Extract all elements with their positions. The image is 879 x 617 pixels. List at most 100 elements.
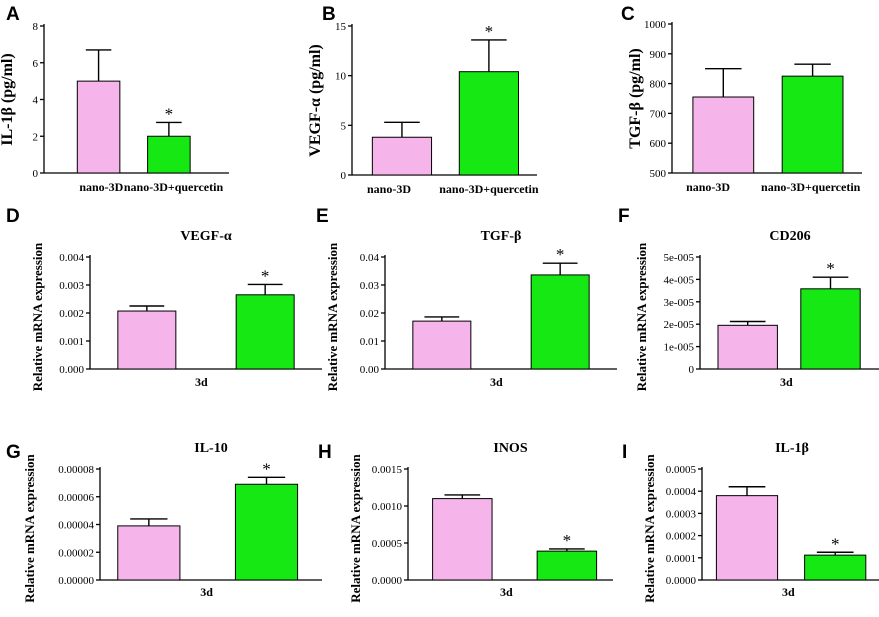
x-category-label: nano-3D xyxy=(686,180,730,194)
y-tick-label: 3e-005 xyxy=(663,297,694,309)
y-tick-label: 0.0000 xyxy=(372,575,403,587)
y-tick-label: 0.0002 xyxy=(666,531,696,543)
panel-letter: B xyxy=(322,4,336,25)
x-category-label: nano-3D xyxy=(79,180,123,194)
x-axis-label: 3d xyxy=(780,375,793,389)
y-axis-label: Relative mRNA expression xyxy=(348,453,363,602)
panel-d: D VEGF-α Relative mRNA expression 0.000 0.00… xyxy=(6,206,322,391)
bar-nano-3d xyxy=(371,136,433,176)
y-tick-label: 500 xyxy=(650,168,667,180)
y-tick-label: 0.00 xyxy=(360,364,380,376)
bar-nano-3d-quercetin xyxy=(147,135,191,174)
y-tick-label: 0 xyxy=(341,170,347,182)
x-category-label: nano-3D+quercetin xyxy=(439,182,539,196)
y-tick-label: 2e-005 xyxy=(663,319,694,331)
y-tick-label: 0.00002 xyxy=(58,547,94,559)
y-tick-label: 0.003 xyxy=(59,280,84,292)
y-tick-label: 6 xyxy=(33,58,39,70)
bar-nano-3d-quercetin xyxy=(235,294,295,370)
y-tick-label: 8 xyxy=(33,21,39,33)
x-axis-label: 3d xyxy=(200,585,213,599)
significance-star: * xyxy=(261,266,270,285)
y-tick-label: 0.002 xyxy=(59,308,84,320)
y-tick-label: 700 xyxy=(650,108,667,120)
panel-letter: H xyxy=(318,442,332,463)
significance-star: * xyxy=(485,22,494,41)
y-tick-label: 0.0005 xyxy=(666,464,697,476)
bar-nano-3d-quercetin xyxy=(234,483,299,581)
y-axis-label: Relative mRNA expression xyxy=(30,242,45,391)
panel-c: C TGF-β (pg/ml) 500 600 700 800 900 1000 nano-3D… xyxy=(621,4,862,194)
bar-nano-3d-quercetin xyxy=(536,550,598,581)
y-tick-label: 0.04 xyxy=(360,252,380,264)
significance-star: * xyxy=(831,534,840,553)
bar-nano-3d xyxy=(432,498,493,581)
significance-star: * xyxy=(262,459,271,478)
panel-a: A IL-1β (pg/ml) 0 2 4 6 8 * nano-3D nano-3D+querc… xyxy=(0,4,229,194)
x-category-label: nano-3D+quercetin xyxy=(124,180,224,194)
panel-letter: E xyxy=(316,206,329,227)
bar-nano-3d xyxy=(117,525,181,581)
x-axis-label: 3d xyxy=(195,375,208,389)
y-axis-label: IL-1β (pg/ml) xyxy=(0,53,16,145)
y-tick-label: 0.001 xyxy=(59,336,84,348)
chart-title: TGF-β xyxy=(481,229,522,244)
y-tick-label: 2 xyxy=(33,131,39,143)
y-tick-label: 0.01 xyxy=(360,336,379,348)
x-category-label: nano-3D+quercetin xyxy=(761,180,861,194)
chart-title: IL-1β xyxy=(775,441,809,456)
y-tick-label: 0.000 xyxy=(59,364,84,376)
y-axis-label: TGF-β (pg/ml) xyxy=(627,48,644,148)
y-tick-label: 900 xyxy=(650,49,667,61)
bar-nano-3d xyxy=(715,495,779,581)
bar-nano-3d xyxy=(412,320,472,370)
bar-nano-3d-quercetin xyxy=(804,554,867,581)
y-tick-label: 600 xyxy=(650,138,667,150)
y-tick-label: 0 xyxy=(33,168,39,180)
y-tick-label: 0.00000 xyxy=(58,575,94,587)
y-tick-label: 0.00008 xyxy=(58,464,94,476)
y-tick-label: 0.02 xyxy=(360,308,379,320)
chart-title: VEGF-α xyxy=(180,229,232,244)
x-axis-label: 3d xyxy=(782,585,795,599)
panel-g: G IL-10 Relative mRNA expression 0.00000 0.0… xyxy=(6,441,322,603)
y-tick-label: 0.0005 xyxy=(372,538,403,550)
y-axis-label: Relative mRNA expression xyxy=(325,242,340,391)
bar-nano-3d-quercetin xyxy=(800,288,861,370)
panel-letter: G xyxy=(6,442,21,463)
y-tick-label: 0 xyxy=(689,364,695,376)
y-tick-label: 0.00004 xyxy=(58,520,94,532)
significance-star: * xyxy=(563,531,572,550)
bar-nano-3d xyxy=(76,80,121,174)
panel-e: E TGF-β Relative mRNA expression 0.00 0.01 0.… xyxy=(316,206,617,391)
chart-title: CD206 xyxy=(769,229,810,244)
bar-nano-3d xyxy=(117,310,177,370)
panel-letter: I xyxy=(622,442,627,463)
x-category-label: nano-3D xyxy=(367,182,411,196)
y-tick-label: 1e-005 xyxy=(663,342,694,354)
y-tick-label: 0.0003 xyxy=(666,508,697,520)
panel-letter: F xyxy=(618,206,630,227)
bar-nano-3d xyxy=(692,96,755,174)
x-axis-label: 3d xyxy=(500,585,513,599)
y-tick-label: 15 xyxy=(335,21,347,33)
bar-nano-3d xyxy=(717,324,778,370)
y-axis-label: Relative mRNA expression xyxy=(22,453,37,602)
y-tick-label: 1000 xyxy=(644,19,667,31)
chart-title: IL-10 xyxy=(194,441,227,456)
y-tick-label: 5e-005 xyxy=(663,252,694,264)
panel-letter: D xyxy=(6,206,20,227)
panel-letter: C xyxy=(621,4,635,25)
y-tick-label: 4e-005 xyxy=(663,274,694,286)
bar-nano-3d-quercetin xyxy=(781,75,844,174)
bar-nano-3d-quercetin xyxy=(458,71,519,176)
y-tick-label: 10 xyxy=(335,71,347,83)
significance-star: * xyxy=(556,245,565,264)
significance-star: * xyxy=(826,259,835,278)
y-tick-label: 4 xyxy=(33,95,39,107)
chart-title: INOS xyxy=(493,441,527,456)
y-tick-label: 0.0015 xyxy=(372,464,403,476)
y-axis-label: Relative mRNA expression xyxy=(634,242,649,391)
y-tick-label: 0.004 xyxy=(59,252,84,264)
y-tick-label: 0.0001 xyxy=(666,553,696,565)
